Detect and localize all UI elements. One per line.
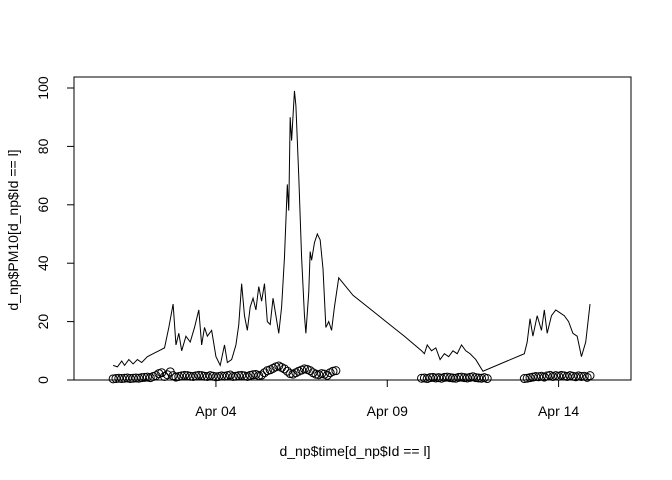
data-point bbox=[114, 373, 124, 383]
data-point bbox=[425, 373, 435, 383]
data-point bbox=[482, 374, 492, 384]
x-tick-label: Apr 09 bbox=[367, 403, 408, 419]
y-tick-label: 60 bbox=[35, 197, 51, 213]
data-point bbox=[257, 370, 267, 380]
data-point bbox=[125, 374, 135, 384]
y-tick-label: 40 bbox=[35, 255, 51, 271]
data-point bbox=[279, 364, 289, 374]
data-point bbox=[331, 366, 341, 376]
x-tick-label: Apr 14 bbox=[538, 403, 579, 419]
data-point bbox=[259, 368, 269, 378]
data-point bbox=[111, 374, 121, 384]
data-point bbox=[459, 373, 469, 383]
data-point bbox=[585, 371, 595, 381]
data-point bbox=[137, 373, 147, 383]
data-point bbox=[431, 373, 441, 383]
data-point bbox=[474, 373, 484, 383]
y-tick-label: 100 bbox=[35, 76, 51, 100]
data-point bbox=[448, 373, 458, 383]
y-tick-label: 80 bbox=[35, 138, 51, 154]
series-line bbox=[112, 90, 591, 372]
data-point bbox=[108, 374, 118, 384]
data-point bbox=[120, 373, 130, 383]
data-point bbox=[131, 373, 141, 383]
data-point bbox=[140, 372, 150, 382]
data-point bbox=[471, 373, 481, 383]
data-point bbox=[128, 373, 138, 383]
data-point bbox=[582, 372, 592, 382]
y-tick-label: 20 bbox=[35, 314, 51, 330]
data-point bbox=[282, 366, 292, 376]
x-axis-label: d_np$time[d_np$Id == l] bbox=[279, 443, 430, 459]
y-tick-label: 0 bbox=[35, 376, 51, 384]
y-axis-label: d_np$PM10[d_np$Id == l] bbox=[5, 149, 21, 310]
data-point bbox=[162, 370, 172, 380]
data-point bbox=[180, 370, 190, 380]
data-point bbox=[445, 373, 455, 383]
x-axis: Apr 04 Apr 09 Apr 14 bbox=[195, 379, 579, 419]
plot-box bbox=[73, 76, 632, 381]
data-point bbox=[417, 373, 427, 383]
data-point bbox=[248, 370, 258, 380]
series-layer bbox=[108, 90, 595, 384]
x-tick-label: Apr 04 bbox=[195, 403, 236, 419]
data-point bbox=[117, 374, 127, 384]
y-axis: 0 20 40 60 80 100 bbox=[35, 76, 75, 384]
data-point bbox=[194, 370, 204, 380]
data-point bbox=[439, 372, 449, 382]
data-point bbox=[454, 372, 464, 382]
data-point bbox=[519, 374, 529, 384]
